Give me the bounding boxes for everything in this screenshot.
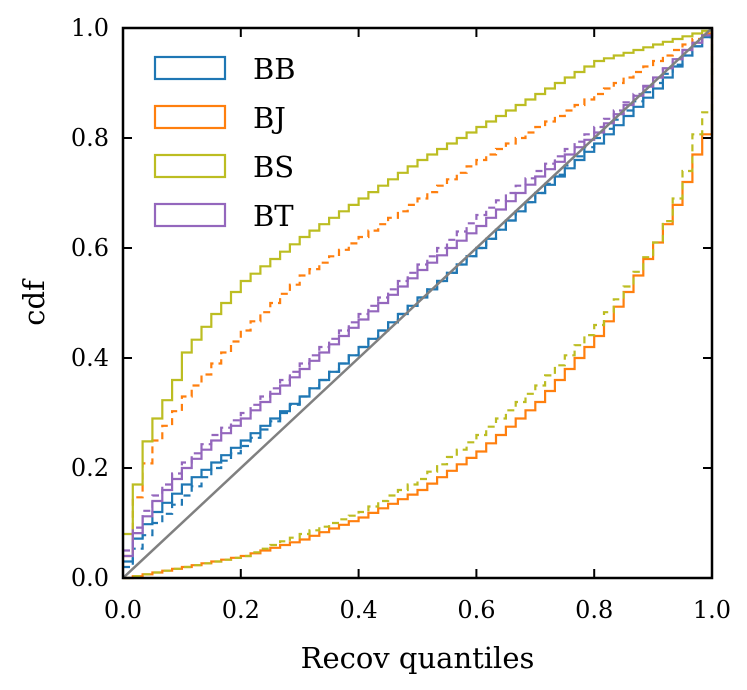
x-axis-title: Recov quantiles (301, 641, 535, 675)
legend-swatch-bj (153, 104, 227, 130)
y-tick-label: 0.6 (71, 234, 109, 262)
legend-swatch-bs (153, 153, 227, 179)
plot-frame (121, 26, 714, 580)
identity-reference-line (122, 27, 713, 579)
legend-swatch-bb (153, 55, 227, 81)
x-tick-label: 0.4 (340, 596, 378, 624)
ticks-layer: 0.0 0.2 0.4 0.6 0.8 1.0 0.0 0.2 0.4 0.6 0.8 1.0 (71, 14, 731, 624)
series-line-bs (123, 28, 714, 536)
y-tick-label: 0.0 (71, 564, 109, 592)
series-layer (123, 28, 714, 580)
series-line-bb (123, 28, 714, 563)
x-tick-label: 1.0 (693, 596, 731, 624)
x-tick-label: 0.0 (104, 596, 142, 624)
x-tick-label: 0.8 (575, 596, 613, 624)
legend: BB BJ BS BT (153, 52, 296, 233)
y-tick-label: 0.2 (71, 454, 109, 482)
legend-label-bt: BT (253, 199, 294, 233)
legend-label-bs: BS (253, 150, 294, 184)
y-axis-title: cdf (17, 278, 51, 326)
legend-label-bj: BJ (253, 101, 286, 135)
x-tick-label: 0.2 (222, 596, 260, 624)
y-tick-label: 0.8 (71, 124, 109, 152)
series-line-bj-dashed (123, 28, 714, 558)
series-line-bt-dashed (123, 28, 714, 552)
series-line-bs-dashed (123, 28, 714, 580)
legend-swatch-bt (153, 202, 227, 228)
reference-layer (122, 27, 713, 579)
y-tick-label: 1.0 (71, 14, 109, 42)
y-tick-label: 0.4 (71, 344, 109, 372)
x-tick-label: 0.6 (457, 596, 495, 624)
legend-label-bb: BB (253, 52, 296, 86)
